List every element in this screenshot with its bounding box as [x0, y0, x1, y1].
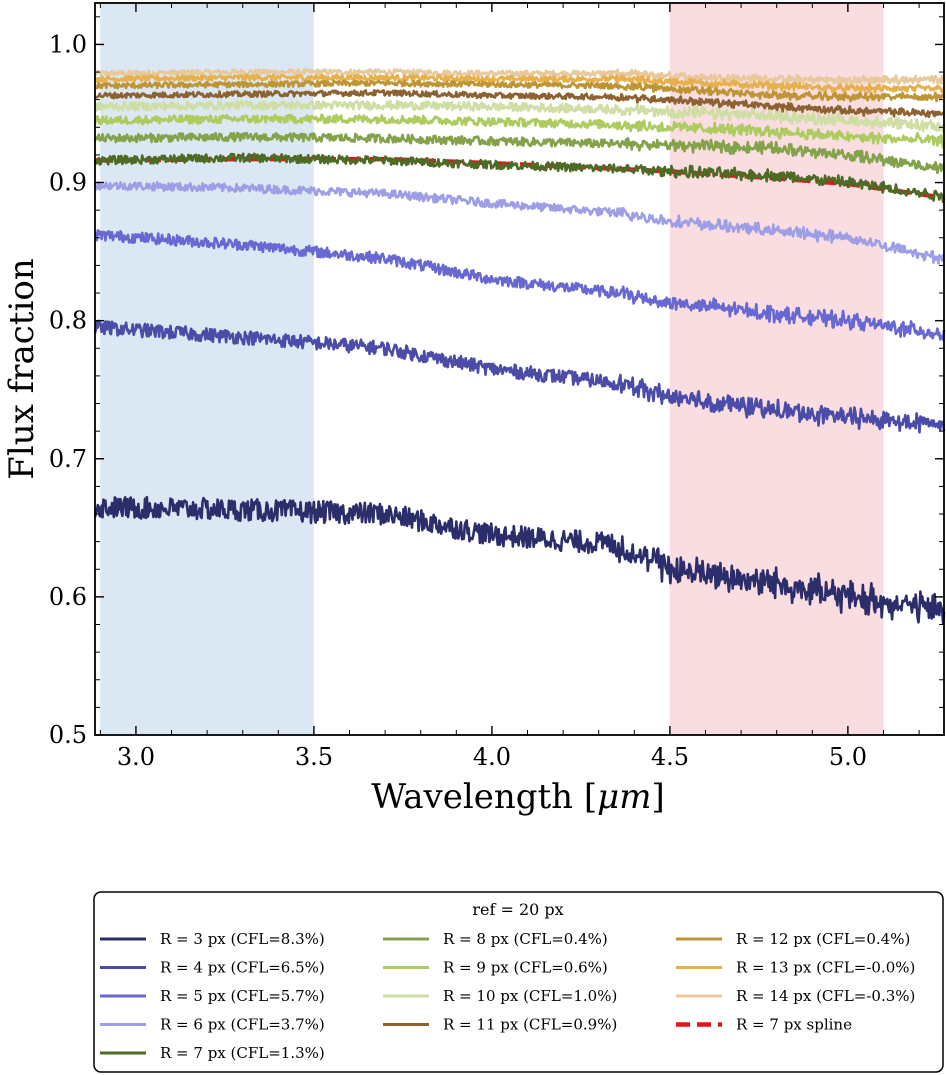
- y-tick-label: 0.5: [49, 721, 87, 749]
- series-line-9: [94, 89, 946, 119]
- legend-label: R = 13 px (CFL=-0.0%): [736, 959, 915, 977]
- legend-title: ref = 20 px: [472, 900, 563, 919]
- series-line-4: [93, 180, 946, 265]
- legend-label: R = 7 px (CFL=1.3%): [160, 1044, 325, 1062]
- y-tick-label: 0.9: [49, 169, 87, 197]
- x-tick-label: 5.0: [829, 743, 867, 771]
- shaded-regions: [100, 3, 884, 735]
- legend-label: R = 6 px (CFL=3.7%): [160, 1016, 325, 1034]
- shaded-region-2: [669, 3, 884, 735]
- axis-ticks: 3.0 3.5 4.0 4.5 5.0 0.5 0.6 0.7 0.8 0.9 1.0: [49, 3, 944, 771]
- legend-box: [93, 891, 944, 1073]
- series-line-1: [93, 495, 946, 625]
- legend-label: R = 11 px (CFL=0.9%): [443, 1016, 617, 1034]
- x-axis-title: Wavelength [μm]: [371, 777, 665, 817]
- series-line-12: [93, 68, 945, 85]
- legend-label: R = 3 px (CFL=8.3%): [160, 930, 325, 948]
- legend-label: R = 9 px (CFL=0.6%): [443, 959, 608, 977]
- y-tick-label: 0.6: [49, 583, 87, 611]
- legend-entries: R = 3 px (CFL=8.3%) R = 4 px (CFL=6.5%) R …: [100, 930, 915, 1062]
- legend-label: R = 8 px (CFL=0.4%): [443, 930, 608, 948]
- legend-label: R = 14 px (CFL=-0.3%): [736, 987, 915, 1005]
- legend-label: R = 4 px (CFL=6.5%): [160, 959, 325, 977]
- series-line-6: [93, 131, 946, 175]
- legend: ref = 20 px R = 3 px (CFL=8.3%) R = 4 px …: [93, 891, 944, 1073]
- series-line-3: [94, 229, 946, 341]
- y-tick-label: 1.0: [49, 30, 87, 58]
- legend-label: R = 5 px (CFL=5.7%): [160, 987, 325, 1005]
- x-tick-label: 4.0: [473, 743, 511, 771]
- y-tick-label: 0.7: [49, 445, 87, 473]
- legend-label: R = 10 px (CFL=1.0%): [443, 987, 617, 1005]
- series-line-5: [93, 152, 946, 204]
- legend-label: R = 12 px (CFL=0.4%): [736, 930, 910, 948]
- series-lines: [93, 68, 946, 625]
- x-tick-label: 3.5: [295, 743, 333, 771]
- plot-frame: [94, 2, 945, 736]
- series-line-2: [93, 319, 946, 434]
- x-tick-label: 3.0: [117, 743, 155, 771]
- shaded-region-1: [100, 3, 314, 735]
- series-line-8: [94, 99, 946, 134]
- y-axis-title: Flux fraction: [2, 258, 42, 479]
- series-line-10: [94, 79, 946, 103]
- series-line-11: [93, 73, 946, 94]
- legend-label: R = 7 px spline: [736, 1016, 852, 1034]
- y-tick-label: 0.8: [49, 307, 87, 335]
- series-line-7: [93, 113, 946, 149]
- x-tick-label: 4.5: [651, 743, 689, 771]
